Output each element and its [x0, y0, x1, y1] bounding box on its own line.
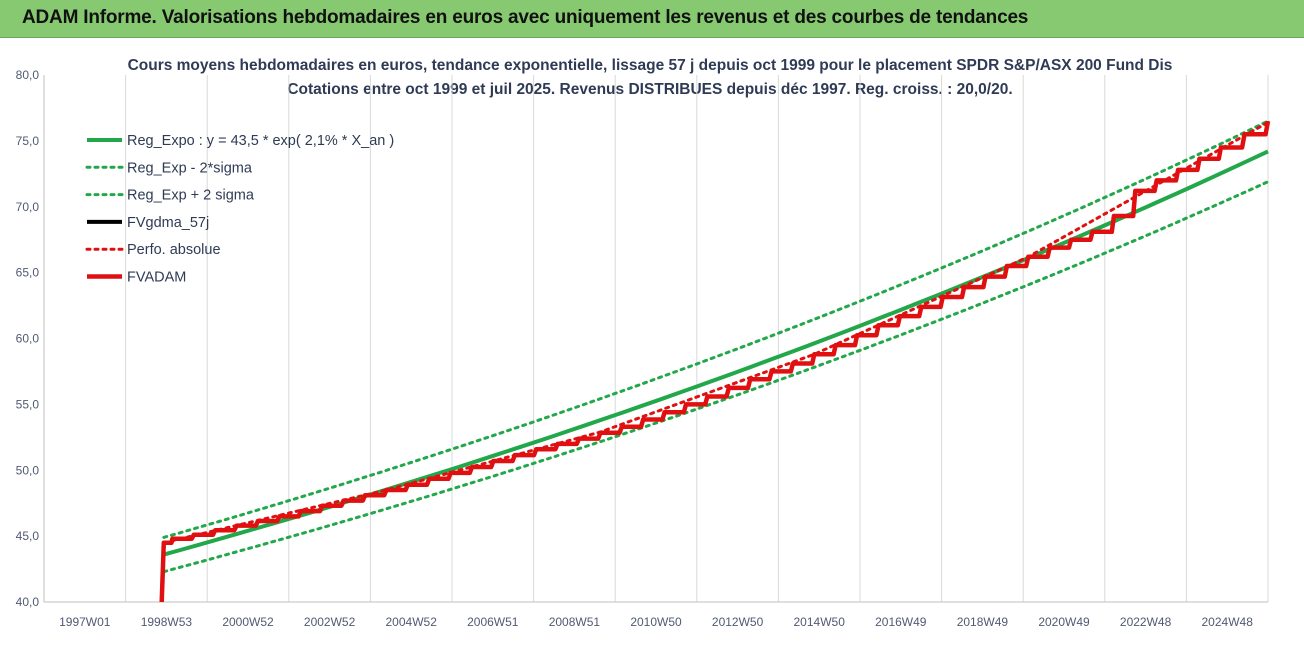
chart-area: Cours moyens hebdomadaires en euros, ten…	[0, 38, 1304, 652]
series-line-1	[162, 180, 1270, 574]
series-line-3	[160, 120, 1270, 603]
legend-label-0: Reg_Expo : y = 43,5 * exp( 2,1% * X_an )	[127, 133, 394, 149]
y-tick-label: 50,0	[16, 463, 40, 477]
x-tick-label: 2022W48	[1120, 615, 1172, 629]
x-tick-label: 1998W53	[141, 615, 193, 629]
chart-svg: Cours moyens hebdomadaires en euros, ten…	[16, 57, 1271, 629]
y-tick-label: 65,0	[16, 266, 40, 280]
legend-label-4: Perfo. absolue	[127, 242, 221, 258]
x-tick-label: 1997W01	[59, 615, 111, 629]
x-tick-label: 2024W48	[1202, 615, 1254, 629]
series-line-2	[162, 119, 1270, 539]
legend-label-3: FVgdma_57j	[127, 215, 209, 231]
header-bar: ADAM Informe. Valorisations hebdomadaire…	[0, 0, 1304, 38]
grid-lines	[43, 75, 1269, 602]
x-tick-label: 2002W52	[304, 615, 356, 629]
x-tick-label: 2010W50	[630, 615, 682, 629]
x-tick-label: 2006W51	[467, 615, 519, 629]
x-tick-label: 2020W49	[1038, 615, 1090, 629]
legend: Reg_Expo : y = 43,5 * exp( 2,1% * X_an )…	[85, 133, 394, 286]
y-tick-label: 45,0	[16, 529, 40, 543]
legend-label-1: Reg_Exp - 2*sigma	[127, 160, 253, 176]
x-tick-label: 2016W49	[875, 615, 927, 629]
x-tick-label: 2000W52	[222, 615, 274, 629]
series-group	[159, 119, 1271, 603]
y-tick-label: 75,0	[16, 134, 40, 148]
x-tick-label: 2014W50	[794, 615, 846, 629]
series-line-5	[159, 120, 1271, 603]
x-tick-label: 2012W50	[712, 615, 764, 629]
page-title: ADAM Informe. Valorisations hebdomadaire…	[22, 7, 1029, 28]
y-tick-label: 55,0	[16, 397, 40, 411]
x-tick-label: 2008W51	[549, 615, 601, 629]
axes: 1997W01 1998W53 2000W52 2002W52 2004W52 2006W…	[16, 68, 1268, 629]
legend-label-5: FVADAM	[127, 270, 186, 286]
y-tick-label: 70,0	[16, 200, 40, 214]
x-tick-label: 2018W49	[957, 615, 1009, 629]
y-tick-label: 40,0	[16, 595, 40, 609]
legend-label-2: Reg_Exp + 2 sigma	[127, 188, 255, 204]
chart-title: Cours moyens hebdomadaires en euros, ten…	[128, 57, 1173, 74]
y-tick-label: 80,0	[16, 68, 40, 82]
y-tick-label: 60,0	[16, 332, 40, 346]
series-line-0	[163, 149, 1269, 557]
chart-subtitle: Cotations entre oct 1999 et juil 2025. R…	[287, 81, 1012, 98]
x-tick-label: 2004W52	[386, 615, 438, 629]
series-line-4	[162, 120, 1270, 545]
